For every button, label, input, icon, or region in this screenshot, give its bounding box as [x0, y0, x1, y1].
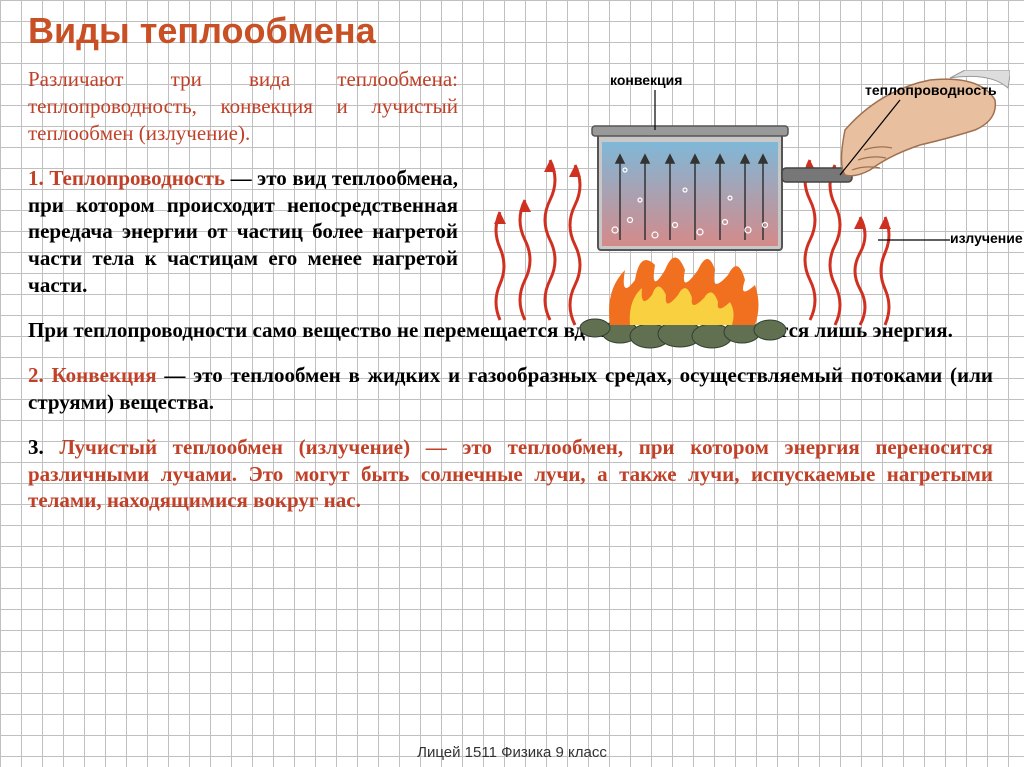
page-title: Виды теплообмена [28, 10, 996, 52]
def2-term: Конвекция [52, 363, 157, 387]
label-radiation: излучение [950, 230, 1023, 246]
def2-number: 2. [28, 363, 44, 387]
definition-3: 3. Лучистый теплообмен (излучение) — это… [28, 434, 993, 515]
radiation-waves-left [496, 160, 580, 325]
definition-1: 1. Теплопроводность — это вид теплообмен… [28, 165, 458, 299]
label-conduction: теплопроводность [865, 82, 997, 98]
label-convection: конвекция [610, 72, 682, 88]
def1-term: Теплопроводность [49, 166, 225, 190]
def3-term: Лучистый теплообмен (излучение) [59, 435, 410, 459]
footer-text: Лицей 1511 Физика 9 класс [0, 744, 1024, 761]
def2-rest: — это теплообмен в жидких и газообразных… [28, 363, 993, 414]
def3-number: 3. [28, 435, 44, 459]
heat-transfer-diagram: конвекция теплопроводность излучение [480, 70, 1010, 370]
radiation-waves-right [805, 160, 889, 325]
intro-text: Различают три вида теплообмена: теплопро… [28, 66, 458, 147]
def1-number: 1. [28, 166, 44, 190]
fire-icon [609, 258, 759, 326]
